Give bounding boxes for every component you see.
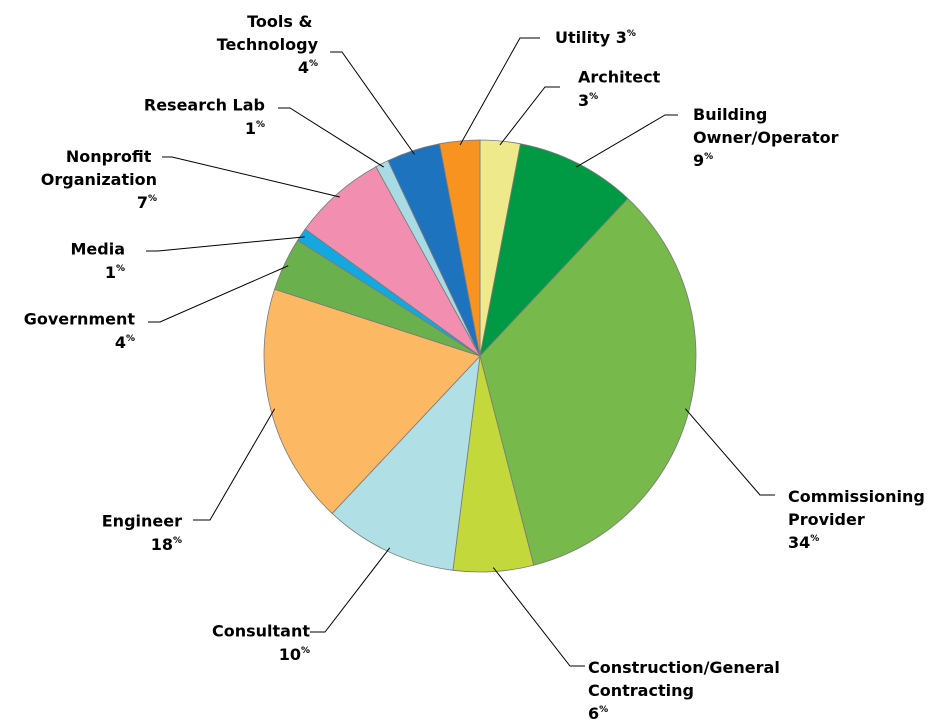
value-label: 3% bbox=[578, 91, 598, 110]
value-label: 4% bbox=[115, 333, 135, 352]
leader-line bbox=[146, 236, 305, 252]
leader-line bbox=[193, 408, 276, 521]
label-line: Technology bbox=[217, 35, 319, 54]
category-label: Government bbox=[24, 310, 136, 329]
category-label: Construction/General Contracting bbox=[588, 658, 785, 700]
leader-line bbox=[310, 547, 391, 633]
leader-line bbox=[459, 37, 540, 146]
category-label: Tools & Technology bbox=[217, 12, 319, 54]
leader-line bbox=[499, 86, 560, 146]
value-label: 3% bbox=[616, 28, 636, 47]
label-line: Building bbox=[693, 105, 773, 124]
pie-slice bbox=[479, 143, 629, 358]
leader-line bbox=[278, 107, 385, 168]
label-line: Organization bbox=[41, 170, 157, 189]
label-line: Construction/General bbox=[588, 658, 785, 677]
pie-slice bbox=[331, 354, 481, 571]
category-label: Consultant bbox=[212, 622, 310, 641]
value-label: 6% bbox=[588, 704, 608, 722]
category-label: Utility bbox=[555, 28, 611, 47]
value-label: 1% bbox=[105, 263, 125, 282]
category-label: Nonprofit Organization bbox=[41, 147, 157, 189]
leader-line bbox=[684, 408, 775, 496]
label-line: Nonprofit bbox=[66, 147, 157, 166]
leader-line bbox=[575, 114, 678, 168]
leader-line bbox=[162, 156, 340, 198]
value-label: 9% bbox=[693, 151, 713, 170]
labels: Architect 3% Building Owner/Operator 9% Comm… bbox=[24, 12, 931, 722]
category-label: Research Lab bbox=[144, 96, 265, 115]
value-label: 4% bbox=[298, 58, 318, 77]
label-line: Contracting bbox=[588, 681, 694, 700]
slice-label: Utility 3% bbox=[555, 28, 636, 47]
value-label: 34% bbox=[788, 533, 819, 552]
label-line: Tools & bbox=[247, 12, 318, 31]
label-line: Commissioning bbox=[788, 487, 930, 506]
category-label: Media bbox=[70, 240, 125, 259]
value-label: 7% bbox=[137, 193, 157, 212]
category-label: Building Owner/Operator bbox=[693, 105, 839, 147]
pie-slice bbox=[263, 288, 481, 515]
value-label: 10% bbox=[279, 645, 310, 664]
category-label: Architect bbox=[578, 68, 661, 87]
leader-line bbox=[330, 51, 415, 155]
leader-line bbox=[492, 567, 585, 667]
leader-line bbox=[148, 265, 289, 323]
pie-slice bbox=[479, 197, 697, 566]
category-label: Commissioning Provider bbox=[788, 487, 930, 529]
pie bbox=[263, 139, 697, 573]
label-line: Owner/Operator bbox=[693, 128, 839, 147]
value-label: 18% bbox=[151, 535, 182, 554]
label-line: Provider bbox=[788, 510, 865, 529]
category-label: Engineer bbox=[102, 512, 182, 531]
pie-slice bbox=[439, 139, 481, 357]
value-label: 1% bbox=[245, 119, 265, 138]
